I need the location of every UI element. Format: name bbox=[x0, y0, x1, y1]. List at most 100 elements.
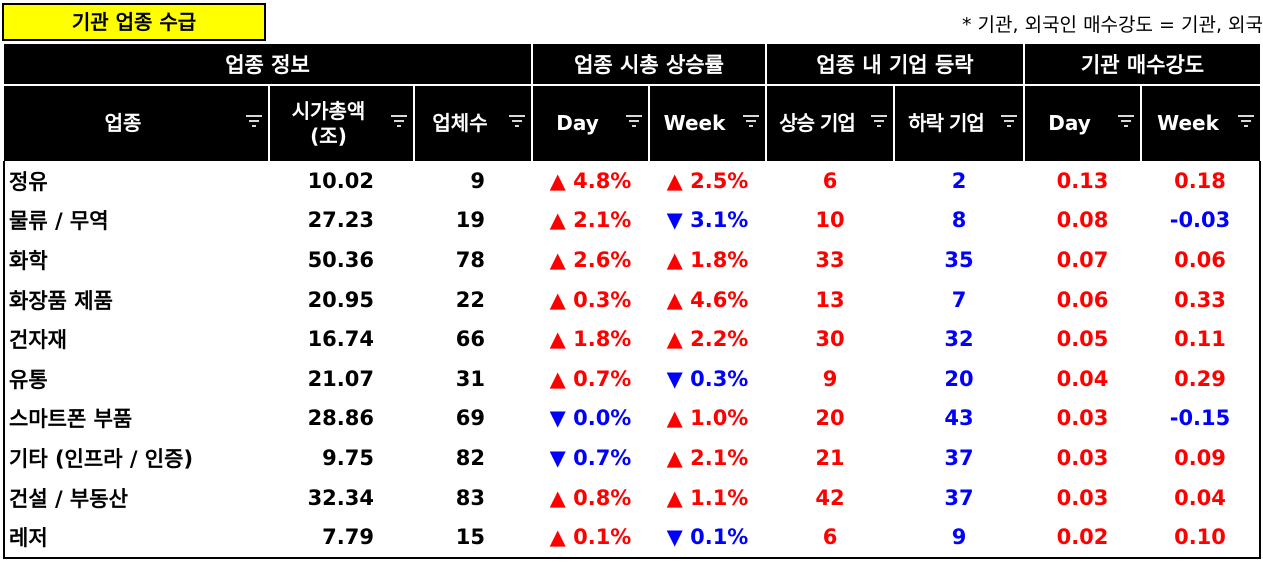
filter-icon[interactable] bbox=[626, 115, 642, 129]
cell-rising-companies[interactable]: 9 bbox=[822, 366, 838, 391]
cell-cap-change-day[interactable]: ▲ 2.1% bbox=[549, 208, 632, 233]
cell-cap-change-day[interactable]: ▲ 2.6% bbox=[549, 247, 632, 272]
cell-sector[interactable]: 화장품 제품 bbox=[9, 288, 113, 313]
cell-cap-change-week[interactable]: ▲ 2.2% bbox=[666, 327, 749, 352]
cell-cap-change-week[interactable]: ▲ 2.1% bbox=[666, 445, 749, 470]
cell-strength-week[interactable]: -0.15 bbox=[1141, 398, 1262, 439]
cell-company-count[interactable]: 15 bbox=[414, 517, 532, 559]
cell-company-count[interactable]: 66 bbox=[455, 327, 485, 352]
cell-strength-week[interactable]: 0.11 bbox=[1141, 319, 1262, 359]
cell-cap-change-week[interactable]: ▲ 4.6% bbox=[666, 287, 749, 312]
filter-icon[interactable] bbox=[1001, 115, 1017, 129]
cell-market-cap[interactable]: 10.02 bbox=[307, 168, 374, 193]
cell-company-count[interactable]: 19 bbox=[455, 208, 485, 233]
cell-strength-week[interactable]: 0.10 bbox=[1141, 517, 1262, 559]
cell-market-cap[interactable]: 16.74 bbox=[307, 327, 374, 352]
filter-icon[interactable] bbox=[743, 115, 759, 129]
cell-sector[interactable]: 물류 / 무역 bbox=[9, 209, 109, 234]
cell-market-cap[interactable]: 28.86 bbox=[307, 406, 374, 431]
filter-icon[interactable] bbox=[871, 115, 887, 129]
cell-strength-week[interactable]: 0.09 bbox=[1141, 438, 1262, 478]
cell-strength-day[interactable]: 0.08 bbox=[1056, 208, 1109, 233]
cell-market-cap[interactable]: 32.34 bbox=[307, 485, 374, 510]
cell-cap-change-week[interactable]: ▲ 1.1% bbox=[666, 485, 749, 510]
cell-rising-companies[interactable]: 42 bbox=[815, 485, 845, 510]
cell-strength-week[interactable]: 0.06 bbox=[1141, 240, 1262, 280]
cell-cap-change-day[interactable]: ▼ 0.7% bbox=[549, 445, 632, 470]
cell-cap-change-day[interactable]: ▲ 0.3% bbox=[549, 287, 632, 312]
cell-company-count[interactable]: 31 bbox=[455, 366, 485, 391]
cell-company-count[interactable]: 82 bbox=[455, 445, 485, 470]
cell-cap-change-week[interactable]: ▲ 1.8% bbox=[666, 247, 749, 272]
filter-icon[interactable] bbox=[391, 115, 407, 129]
cell-falling-companies[interactable]: 2 bbox=[951, 168, 967, 193]
cell-cap-change-week[interactable]: ▲ 1.0% bbox=[666, 406, 749, 431]
cell-falling-companies[interactable]: 37 bbox=[944, 485, 974, 510]
cell-falling-companies[interactable]: 20 bbox=[944, 366, 974, 391]
cell-sector[interactable]: 유통 bbox=[9, 367, 48, 392]
cell-strength-week[interactable]: 0.18 bbox=[1141, 161, 1262, 201]
cell-market-cap[interactable]: 7.79 bbox=[269, 517, 414, 559]
cell-rising-companies[interactable]: 20 bbox=[815, 406, 845, 431]
cell-company-count[interactable]: 83 bbox=[455, 485, 485, 510]
cell-rising-companies[interactable]: 6 bbox=[766, 517, 894, 559]
cell-cap-change-day[interactable]: ▲ 0.1% bbox=[532, 517, 649, 559]
cell-strength-day[interactable]: 0.05 bbox=[1056, 327, 1109, 352]
cell-sector[interactable]: 정유 bbox=[9, 169, 48, 194]
cell-strength-day[interactable]: 0.03 bbox=[1056, 445, 1109, 470]
cell-falling-companies[interactable]: 37 bbox=[944, 445, 974, 470]
cell-company-count[interactable]: 78 bbox=[455, 247, 485, 272]
cell-strength-day[interactable]: 0.04 bbox=[1056, 366, 1109, 391]
filter-icon[interactable] bbox=[509, 115, 525, 129]
cell-company-count[interactable]: 69 bbox=[455, 406, 485, 431]
cell-cap-change-day[interactable]: ▲ 1.8% bbox=[549, 327, 632, 352]
cell-rising-companies[interactable]: 21 bbox=[815, 445, 845, 470]
cell-strength-day[interactable]: 0.03 bbox=[1056, 485, 1109, 510]
cell-market-cap[interactable]: 50.36 bbox=[307, 247, 374, 272]
cell-falling-companies[interactable]: 32 bbox=[944, 327, 974, 352]
cell-sector[interactable]: 스마트폰 부품 bbox=[9, 407, 133, 432]
cell-strength-day[interactable]: 0.02 bbox=[1024, 517, 1141, 559]
cell-cap-change-week[interactable]: ▼ 0.1% bbox=[649, 517, 766, 559]
cell-company-count[interactable]: 9 bbox=[470, 168, 485, 193]
cell-cap-change-day[interactable]: ▲ 0.8% bbox=[549, 485, 632, 510]
cell-cap-change-day[interactable]: ▲ 4.8% bbox=[549, 168, 632, 193]
cell-sector[interactable]: 기타 (인프라 / 인증) bbox=[9, 446, 194, 471]
cell-strength-week[interactable]: 0.29 bbox=[1141, 358, 1262, 399]
cell-strength-day[interactable]: 0.07 bbox=[1056, 247, 1109, 272]
cell-strength-week[interactable]: 0.33 bbox=[1141, 279, 1262, 320]
cell-market-cap[interactable]: 27.23 bbox=[307, 208, 374, 233]
cell-rising-companies[interactable]: 30 bbox=[815, 327, 845, 352]
filter-icon[interactable] bbox=[1118, 115, 1134, 129]
cell-cap-change-week[interactable]: ▲ 2.5% bbox=[666, 168, 749, 193]
cell-sector[interactable]: 레저 bbox=[4, 517, 269, 559]
cell-falling-companies[interactable]: 7 bbox=[951, 287, 967, 312]
cell-strength-day[interactable]: 0.03 bbox=[1056, 406, 1109, 431]
cell-rising-companies[interactable]: 10 bbox=[815, 208, 845, 233]
cell-rising-companies[interactable]: 33 bbox=[815, 247, 845, 272]
cell-sector[interactable]: 화학 bbox=[9, 248, 48, 273]
cell-cap-change-week[interactable]: ▼ 3.1% bbox=[666, 208, 749, 233]
cell-sector[interactable]: 건설 / 부동산 bbox=[9, 486, 128, 511]
cell-falling-companies[interactable]: 9 bbox=[894, 517, 1024, 559]
cell-strength-day[interactable]: 0.06 bbox=[1056, 287, 1109, 312]
cell-falling-companies[interactable]: 8 bbox=[951, 208, 967, 233]
group-header-cap-change: 업종 시총 상승률 bbox=[531, 44, 766, 85]
cell-falling-companies[interactable]: 43 bbox=[944, 406, 974, 431]
filter-icon[interactable] bbox=[1238, 115, 1255, 129]
cell-falling-companies[interactable]: 35 bbox=[944, 247, 974, 272]
cell-rising-companies[interactable]: 13 bbox=[815, 287, 845, 312]
cell-cap-change-week[interactable]: ▼ 0.3% bbox=[666, 366, 749, 391]
cell-market-cap[interactable]: 21.07 bbox=[307, 366, 374, 391]
cell-strength-week[interactable]: 0.04 bbox=[1141, 477, 1262, 518]
cell-cap-change-day[interactable]: ▲ 0.7% bbox=[549, 366, 632, 391]
cell-cap-change-day[interactable]: ▼ 0.0% bbox=[549, 406, 632, 431]
filter-icon[interactable] bbox=[246, 115, 262, 129]
cell-rising-companies[interactable]: 6 bbox=[822, 168, 838, 193]
cell-company-count[interactable]: 22 bbox=[455, 287, 485, 312]
cell-sector[interactable]: 건자재 bbox=[9, 328, 67, 353]
cell-strength-week[interactable]: -0.03 bbox=[1141, 200, 1262, 241]
cell-market-cap[interactable]: 20.95 bbox=[307, 287, 374, 312]
cell-strength-day[interactable]: 0.13 bbox=[1056, 168, 1109, 193]
cell-market-cap[interactable]: 9.75 bbox=[322, 445, 374, 470]
